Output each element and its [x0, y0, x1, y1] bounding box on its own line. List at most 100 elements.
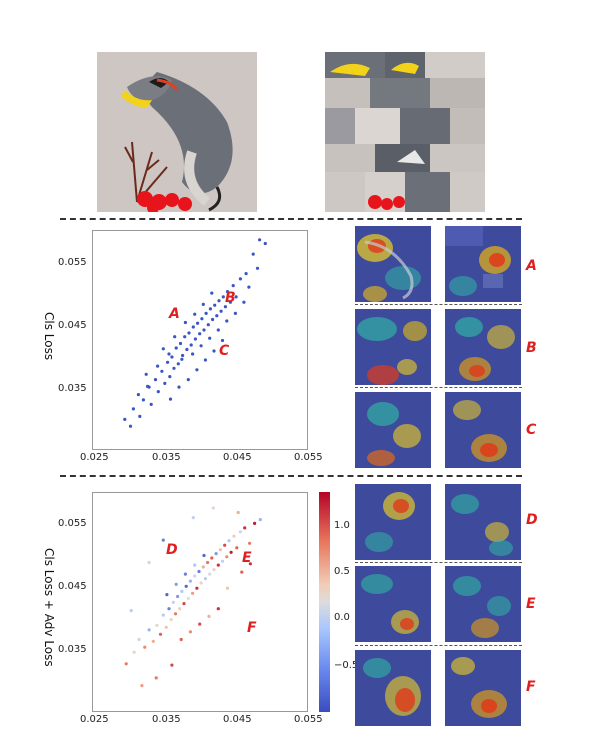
scatter-point: [211, 317, 215, 322]
scatter-point: [178, 341, 183, 346]
scatter-point: [161, 613, 165, 617]
scatter-point: [208, 307, 212, 311]
scatter-point: [206, 560, 210, 565]
scatter-point: [164, 625, 168, 629]
scatter-point: [188, 579, 192, 583]
colorbar-tick: 1.0: [334, 520, 350, 531]
bird-shuffled-illustration: [325, 52, 485, 212]
scatter-point: [223, 543, 227, 547]
chart-2-xtick: 0.045: [223, 714, 252, 725]
scatter-point: [186, 378, 190, 382]
scatter-point: [212, 349, 216, 353]
chart-1-annotation-c: C: [219, 343, 230, 359]
heatmap-e-shuffled: [445, 566, 521, 642]
scatter-point: [199, 581, 203, 585]
scatter-point: [191, 325, 195, 329]
scatter-point: [129, 609, 133, 613]
scatter-point: [236, 510, 240, 515]
chart-1-plot: [123, 238, 267, 428]
scatter-point: [177, 385, 181, 389]
row-letter-e: E: [526, 596, 536, 612]
scatter-point: [255, 266, 260, 270]
scatter-point: [195, 368, 199, 372]
scatter-point: [191, 352, 195, 356]
scatter-point: [183, 320, 187, 325]
scatter-point: [238, 277, 242, 281]
scatter-point: [195, 586, 199, 590]
scatter-point: [174, 346, 178, 350]
scatter-point: [158, 632, 163, 636]
chart-1-ytick: 0.045: [58, 320, 87, 331]
scatter-point: [225, 290, 230, 294]
scatter-point: [151, 639, 155, 643]
scatter-point: [216, 563, 220, 567]
scatter-point: [198, 332, 202, 336]
scatter-point: [181, 353, 185, 358]
scatter-point: [218, 548, 222, 552]
scatter-point: [186, 596, 190, 600]
scatter-point: [263, 241, 267, 246]
scatter-point: [225, 586, 230, 590]
scatter-point: [231, 284, 235, 288]
scatter-point: [141, 398, 145, 402]
scatter-point: [221, 295, 225, 299]
scatter-point: [138, 414, 142, 418]
scatter-point: [163, 381, 167, 385]
scatter-point: [179, 637, 183, 642]
heatmap-a-shuffled: [445, 226, 521, 302]
heatmap-f-shuffled: [445, 650, 521, 726]
heatmap-c-original: [355, 392, 431, 468]
row-divider: [355, 387, 522, 388]
chart-2-plot: [124, 506, 262, 688]
scatter-point: [147, 560, 151, 565]
scatter-point: [180, 589, 184, 593]
heatmap-e-original: [355, 566, 431, 642]
scatter-point: [258, 518, 262, 522]
scatter-point: [166, 360, 170, 364]
scatter-point: [214, 552, 218, 556]
scatter-point: [187, 331, 191, 335]
scatter-point: [220, 559, 225, 563]
chart-2-xtick: 0.055: [294, 714, 323, 725]
scatter-point: [128, 424, 133, 428]
chart-1-ylabel: Cls Loss: [42, 312, 56, 361]
scatter-point: [206, 323, 210, 327]
scatter-point: [193, 574, 197, 578]
chart-2-xtick: 0.025: [80, 714, 109, 725]
scatter-point: [167, 607, 171, 611]
scatter-point: [248, 562, 252, 566]
scatter-point: [180, 357, 184, 361]
scatter-point: [228, 300, 232, 304]
row-divider: [355, 304, 522, 305]
scatter-point: [251, 252, 255, 256]
chart-2-ylabel: Cls Loss + Adv Loss: [42, 548, 56, 667]
scatter-point: [208, 336, 212, 340]
scatter-point: [156, 364, 160, 368]
scatter-point: [183, 335, 187, 339]
scatter-point: [185, 347, 189, 352]
scatter-point: [137, 637, 141, 642]
row-divider: [355, 562, 522, 563]
scatter-point: [232, 534, 236, 538]
scatter-point: [253, 521, 257, 525]
scatter-point: [219, 309, 223, 313]
scatter-point: [243, 526, 247, 530]
bird-original-illustration: [97, 52, 257, 212]
scatter-point: [147, 628, 151, 632]
section-divider-1: [60, 218, 522, 220]
scatter-point: [201, 565, 205, 569]
scatter-point: [167, 352, 171, 356]
bird-shuffled-image: [325, 52, 485, 212]
scatter-point: [248, 541, 252, 545]
scatter-point: [233, 311, 237, 315]
scatter-point: [174, 582, 178, 586]
heatmap-d-original: [355, 484, 431, 560]
scatter-point: [173, 612, 178, 616]
scatter-point: [149, 402, 153, 406]
heatmap-b-original: [355, 309, 431, 385]
scatter-point: [168, 397, 173, 401]
scatter-point: [216, 607, 220, 611]
scatter-point: [198, 622, 202, 626]
chart-2-annotation-f: F: [247, 620, 257, 636]
chart-2-ytick: 0.035: [58, 644, 87, 655]
